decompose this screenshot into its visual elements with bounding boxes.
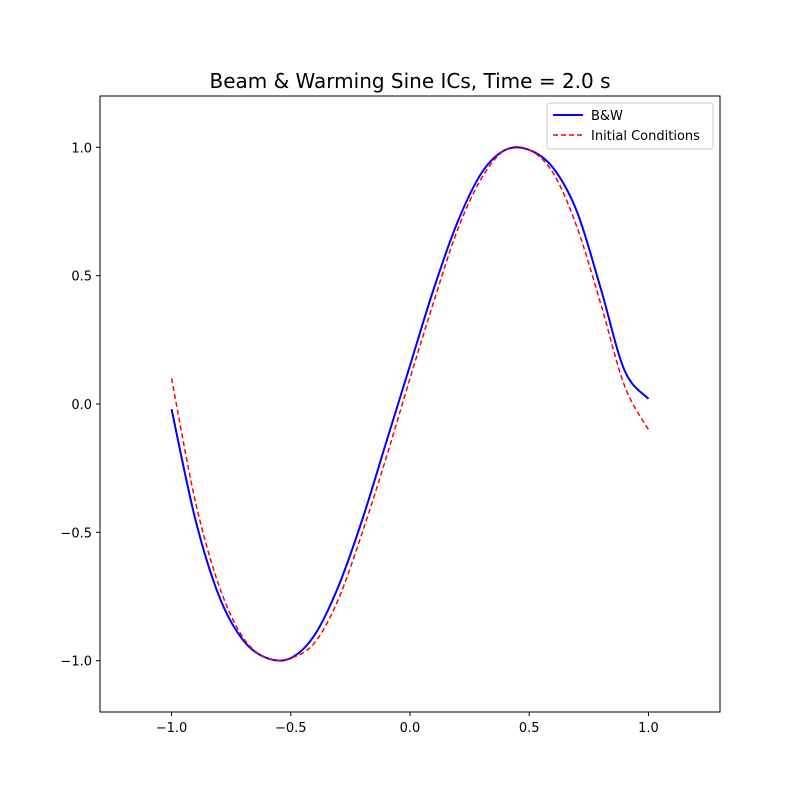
y-axis: −1.0 −0.5 0.0 0.5 1.0 — [60, 141, 100, 670]
series-line-initial-conditions — [170, 145, 650, 662]
x-tick-label: −0.5 — [275, 721, 307, 736]
y-tick-label: −1.0 — [60, 655, 92, 670]
x-tick-label: 1.0 — [638, 721, 659, 736]
legend-box — [546, 102, 714, 150]
plot-frame — [99, 95, 721, 713]
legend: B&W Initial Conditions — [546, 102, 714, 150]
y-tick-label: 1.0 — [71, 141, 92, 156]
legend-label-bw: B&W — [591, 109, 623, 124]
chart-title: Beam & Warming Sine ICs, Time = 2.0 s — [209, 69, 610, 93]
x-axis: −1.0 −0.5 0.0 0.5 1.0 — [156, 712, 659, 736]
y-tick-label: −0.5 — [60, 526, 92, 541]
y-tick-label: 0.5 — [71, 270, 92, 285]
y-tick-label: 0.0 — [71, 398, 92, 413]
x-tick-label: 0.0 — [400, 721, 421, 736]
x-tick-label: −1.0 — [156, 721, 188, 736]
series-line-b-w — [170, 146, 650, 662]
legend-label-initial-conditions: Initial Conditions — [591, 129, 700, 144]
x-tick-label: 0.5 — [519, 721, 540, 736]
plot-lines — [170, 145, 650, 662]
